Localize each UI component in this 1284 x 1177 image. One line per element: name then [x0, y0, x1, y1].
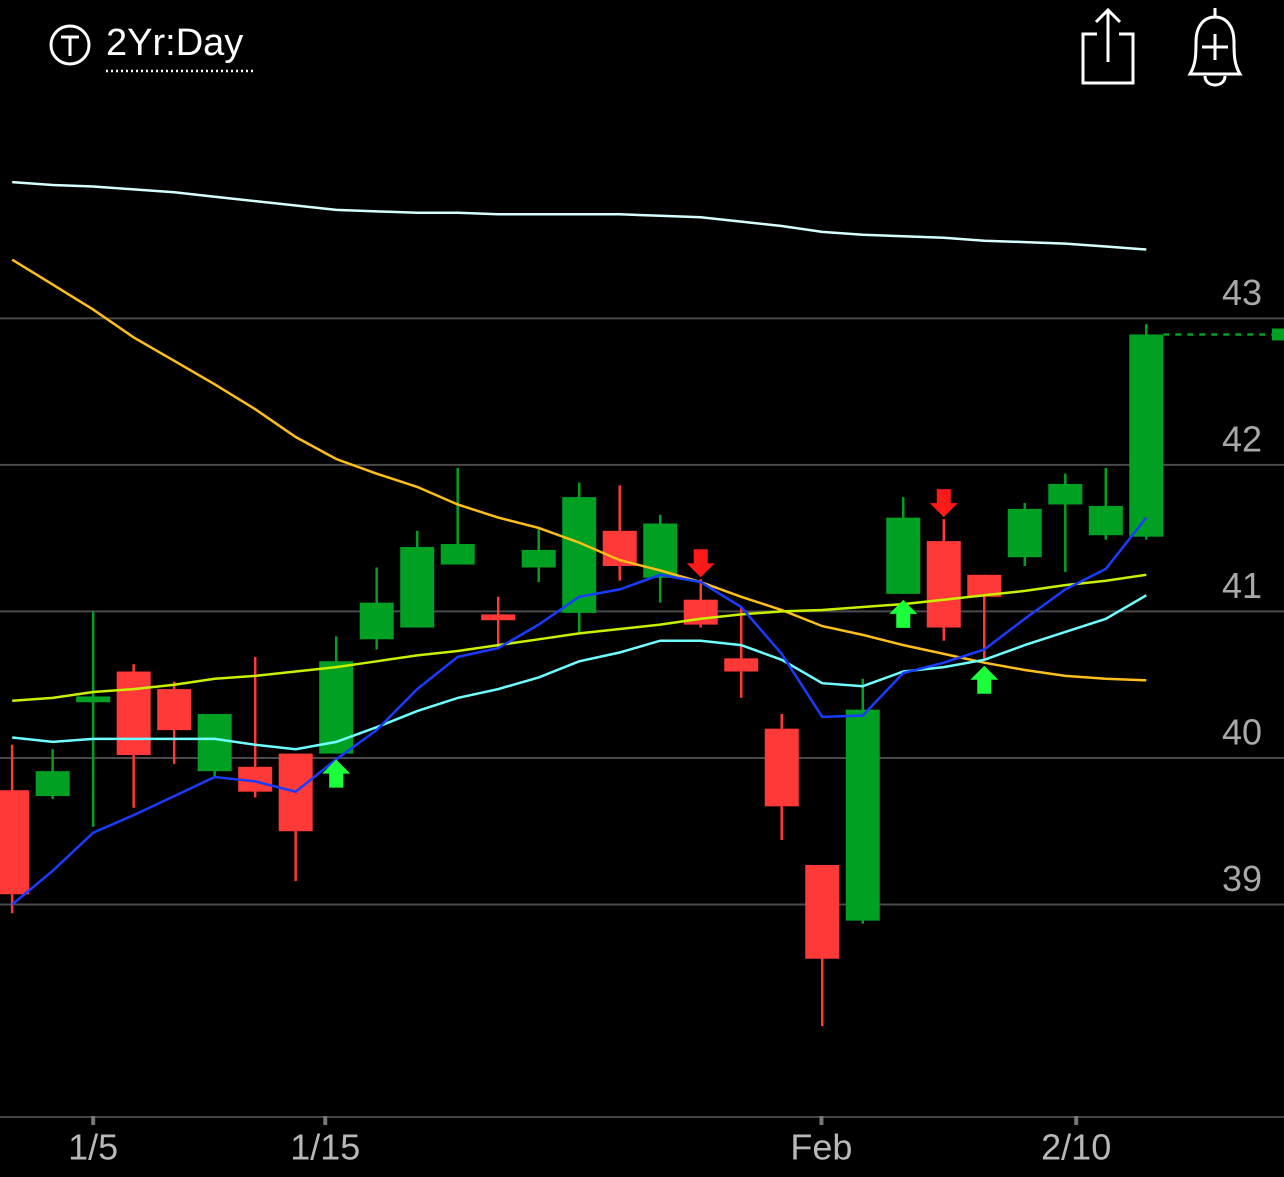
candle-body	[1088, 505, 1123, 536]
last-price-marker	[1272, 328, 1284, 341]
candle-body	[116, 671, 151, 756]
candle-body	[845, 709, 880, 921]
x-tick-label: 1/15	[290, 1127, 360, 1168]
candle-body	[1007, 508, 1042, 558]
candle-body	[440, 544, 475, 565]
candle-body	[76, 696, 111, 703]
candle-body	[319, 661, 354, 754]
candle-body	[724, 658, 759, 672]
x-tick-label: 2/10	[1041, 1127, 1111, 1168]
moving-average-line	[12, 180, 1147, 251]
sell-signal	[686, 549, 715, 578]
buy-signal	[889, 599, 918, 628]
range-selector[interactable]: 2Yr:Day	[106, 22, 243, 64]
y-tick-label: 39	[1222, 858, 1262, 899]
y-tick-label: 43	[1222, 272, 1262, 313]
candle-body	[400, 546, 435, 628]
share-button[interactable]	[1081, 7, 1135, 85]
candle-body	[35, 771, 70, 797]
candle-body	[805, 864, 840, 959]
ticker-icon-glyph	[61, 35, 79, 56]
candle-body	[764, 728, 799, 807]
x-tick-label: 1/5	[68, 1127, 118, 1168]
buy-signal	[322, 759, 351, 788]
candle-body	[0, 790, 30, 895]
buy-signal	[970, 665, 999, 694]
candle-body	[481, 614, 516, 621]
moving-average-line	[11, 516, 1148, 906]
candle-body	[1129, 334, 1164, 537]
y-tick-label: 40	[1222, 711, 1262, 752]
sell-signal	[929, 489, 958, 518]
candle-body	[926, 541, 961, 628]
candle-body	[157, 689, 192, 731]
candle-body	[967, 574, 1002, 597]
moving-average-line	[12, 594, 1147, 751]
candle-body	[197, 714, 232, 772]
candle-body	[1048, 483, 1083, 505]
candle-body	[359, 602, 394, 640]
candle-body	[886, 517, 921, 594]
y-tick-label: 42	[1222, 418, 1262, 459]
moving-average-line	[12, 573, 1147, 703]
y-tick-label: 41	[1222, 565, 1262, 606]
candle-body	[521, 549, 556, 568]
alert-button[interactable]	[1187, 8, 1243, 87]
moving-average-line	[11, 258, 1147, 682]
x-tick-label: Feb	[790, 1127, 852, 1168]
ticker-icon[interactable]	[49, 24, 91, 66]
